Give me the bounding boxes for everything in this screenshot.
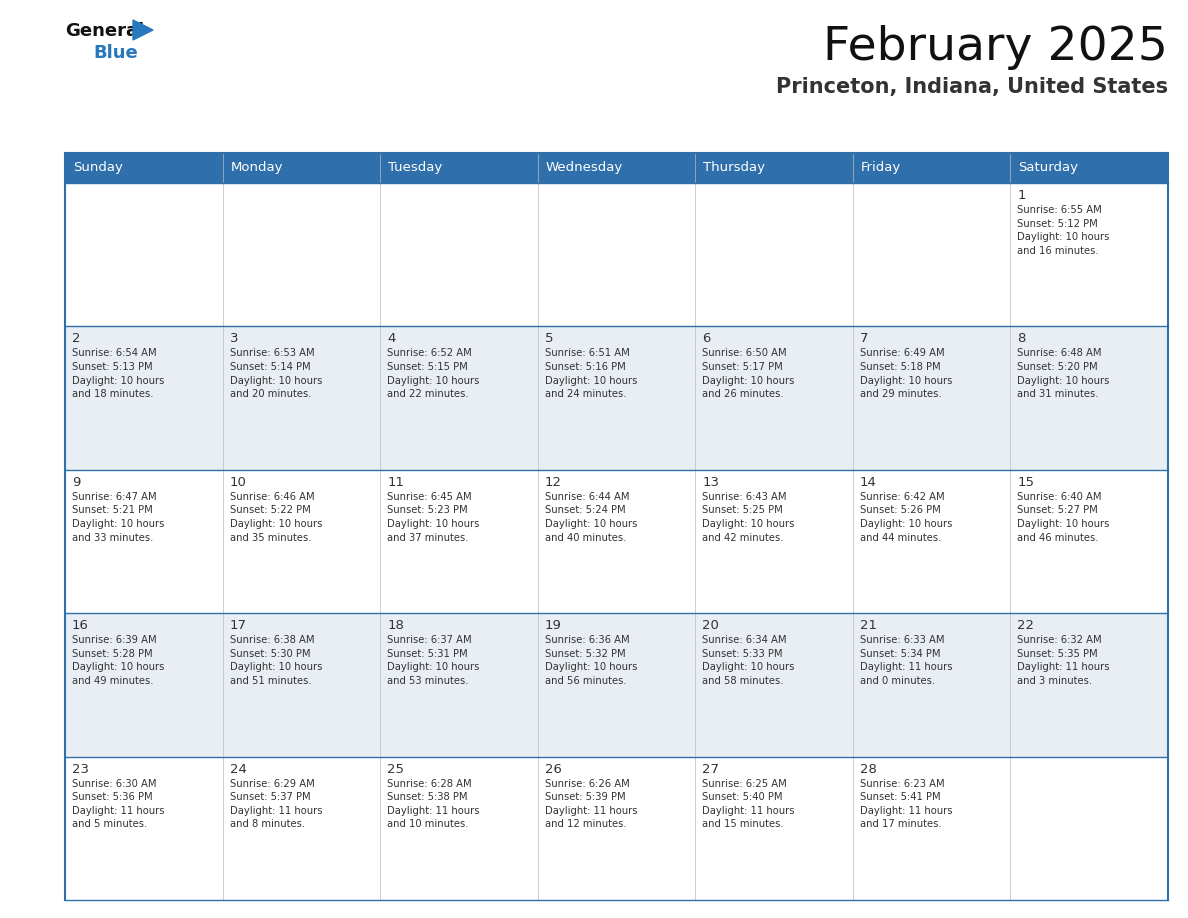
- Text: 1: 1: [1017, 189, 1026, 202]
- Text: 24: 24: [229, 763, 246, 776]
- Text: 6: 6: [702, 332, 710, 345]
- Text: 18: 18: [387, 620, 404, 633]
- Text: 11: 11: [387, 476, 404, 488]
- Text: Sunrise: 6:48 AM
Sunset: 5:20 PM
Daylight: 10 hours
and 31 minutes.: Sunrise: 6:48 AM Sunset: 5:20 PM Dayligh…: [1017, 349, 1110, 399]
- Text: Saturday: Saturday: [1018, 162, 1079, 174]
- Text: 27: 27: [702, 763, 719, 776]
- Bar: [65, 327, 1168, 470]
- Text: Sunrise: 6:46 AM
Sunset: 5:22 PM
Daylight: 10 hours
and 35 minutes.: Sunrise: 6:46 AM Sunset: 5:22 PM Dayligh…: [229, 492, 322, 543]
- Text: Sunrise: 6:44 AM
Sunset: 5:24 PM
Daylight: 10 hours
and 40 minutes.: Sunrise: 6:44 AM Sunset: 5:24 PM Dayligh…: [545, 492, 637, 543]
- Text: 13: 13: [702, 476, 719, 488]
- Text: 23: 23: [72, 763, 89, 776]
- Bar: [65, 756, 1168, 900]
- Text: 22: 22: [1017, 620, 1035, 633]
- Text: 5: 5: [545, 332, 554, 345]
- Bar: [65, 153, 1168, 183]
- Text: 3: 3: [229, 332, 238, 345]
- Text: Sunrise: 6:50 AM
Sunset: 5:17 PM
Daylight: 10 hours
and 26 minutes.: Sunrise: 6:50 AM Sunset: 5:17 PM Dayligh…: [702, 349, 795, 399]
- Text: Sunrise: 6:36 AM
Sunset: 5:32 PM
Daylight: 10 hours
and 56 minutes.: Sunrise: 6:36 AM Sunset: 5:32 PM Dayligh…: [545, 635, 637, 686]
- Text: Sunrise: 6:32 AM
Sunset: 5:35 PM
Daylight: 11 hours
and 3 minutes.: Sunrise: 6:32 AM Sunset: 5:35 PM Dayligh…: [1017, 635, 1110, 686]
- Text: Princeton, Indiana, United States: Princeton, Indiana, United States: [776, 77, 1168, 97]
- Text: 10: 10: [229, 476, 246, 488]
- Text: Sunrise: 6:33 AM
Sunset: 5:34 PM
Daylight: 11 hours
and 0 minutes.: Sunrise: 6:33 AM Sunset: 5:34 PM Dayligh…: [860, 635, 953, 686]
- Text: 21: 21: [860, 620, 877, 633]
- Text: 8: 8: [1017, 332, 1025, 345]
- Text: 15: 15: [1017, 476, 1035, 488]
- Text: 16: 16: [72, 620, 89, 633]
- Text: General: General: [65, 22, 144, 40]
- Text: Thursday: Thursday: [703, 162, 765, 174]
- Text: 14: 14: [860, 476, 877, 488]
- Text: Tuesday: Tuesday: [388, 162, 442, 174]
- Text: Sunrise: 6:49 AM
Sunset: 5:18 PM
Daylight: 10 hours
and 29 minutes.: Sunrise: 6:49 AM Sunset: 5:18 PM Dayligh…: [860, 349, 953, 399]
- Text: Sunrise: 6:37 AM
Sunset: 5:31 PM
Daylight: 10 hours
and 53 minutes.: Sunrise: 6:37 AM Sunset: 5:31 PM Dayligh…: [387, 635, 480, 686]
- Bar: [65, 183, 1168, 327]
- Text: Blue: Blue: [93, 44, 138, 62]
- Text: Sunrise: 6:25 AM
Sunset: 5:40 PM
Daylight: 11 hours
and 15 minutes.: Sunrise: 6:25 AM Sunset: 5:40 PM Dayligh…: [702, 778, 795, 829]
- Text: Sunrise: 6:52 AM
Sunset: 5:15 PM
Daylight: 10 hours
and 22 minutes.: Sunrise: 6:52 AM Sunset: 5:15 PM Dayligh…: [387, 349, 480, 399]
- Text: 9: 9: [72, 476, 81, 488]
- Text: Monday: Monday: [230, 162, 283, 174]
- Polygon shape: [133, 20, 153, 40]
- Text: 19: 19: [545, 620, 562, 633]
- Text: Sunrise: 6:26 AM
Sunset: 5:39 PM
Daylight: 11 hours
and 12 minutes.: Sunrise: 6:26 AM Sunset: 5:39 PM Dayligh…: [545, 778, 637, 829]
- Text: 25: 25: [387, 763, 404, 776]
- Text: Sunrise: 6:43 AM
Sunset: 5:25 PM
Daylight: 10 hours
and 42 minutes.: Sunrise: 6:43 AM Sunset: 5:25 PM Dayligh…: [702, 492, 795, 543]
- Text: Sunrise: 6:51 AM
Sunset: 5:16 PM
Daylight: 10 hours
and 24 minutes.: Sunrise: 6:51 AM Sunset: 5:16 PM Dayligh…: [545, 349, 637, 399]
- Text: Sunrise: 6:55 AM
Sunset: 5:12 PM
Daylight: 10 hours
and 16 minutes.: Sunrise: 6:55 AM Sunset: 5:12 PM Dayligh…: [1017, 205, 1110, 256]
- Text: Sunrise: 6:29 AM
Sunset: 5:37 PM
Daylight: 11 hours
and 8 minutes.: Sunrise: 6:29 AM Sunset: 5:37 PM Dayligh…: [229, 778, 322, 829]
- Text: 4: 4: [387, 332, 396, 345]
- Text: Sunrise: 6:39 AM
Sunset: 5:28 PM
Daylight: 10 hours
and 49 minutes.: Sunrise: 6:39 AM Sunset: 5:28 PM Dayligh…: [72, 635, 164, 686]
- Text: Friday: Friday: [861, 162, 902, 174]
- Text: Sunrise: 6:47 AM
Sunset: 5:21 PM
Daylight: 10 hours
and 33 minutes.: Sunrise: 6:47 AM Sunset: 5:21 PM Dayligh…: [72, 492, 164, 543]
- Text: 26: 26: [545, 763, 562, 776]
- Text: Sunrise: 6:42 AM
Sunset: 5:26 PM
Daylight: 10 hours
and 44 minutes.: Sunrise: 6:42 AM Sunset: 5:26 PM Dayligh…: [860, 492, 953, 543]
- Text: Sunrise: 6:54 AM
Sunset: 5:13 PM
Daylight: 10 hours
and 18 minutes.: Sunrise: 6:54 AM Sunset: 5:13 PM Dayligh…: [72, 349, 164, 399]
- Bar: [65, 470, 1168, 613]
- Text: Sunrise: 6:40 AM
Sunset: 5:27 PM
Daylight: 10 hours
and 46 minutes.: Sunrise: 6:40 AM Sunset: 5:27 PM Dayligh…: [1017, 492, 1110, 543]
- Text: 2: 2: [72, 332, 81, 345]
- Text: 28: 28: [860, 763, 877, 776]
- Text: Sunrise: 6:45 AM
Sunset: 5:23 PM
Daylight: 10 hours
and 37 minutes.: Sunrise: 6:45 AM Sunset: 5:23 PM Dayligh…: [387, 492, 480, 543]
- Text: 7: 7: [860, 332, 868, 345]
- Text: 20: 20: [702, 620, 719, 633]
- Text: Sunrise: 6:30 AM
Sunset: 5:36 PM
Daylight: 11 hours
and 5 minutes.: Sunrise: 6:30 AM Sunset: 5:36 PM Dayligh…: [72, 778, 164, 829]
- Text: Sunrise: 6:53 AM
Sunset: 5:14 PM
Daylight: 10 hours
and 20 minutes.: Sunrise: 6:53 AM Sunset: 5:14 PM Dayligh…: [229, 349, 322, 399]
- Text: Sunday: Sunday: [72, 162, 122, 174]
- Text: Sunrise: 6:23 AM
Sunset: 5:41 PM
Daylight: 11 hours
and 17 minutes.: Sunrise: 6:23 AM Sunset: 5:41 PM Dayligh…: [860, 778, 953, 829]
- Bar: [65, 613, 1168, 756]
- Text: Wednesday: Wednesday: [545, 162, 623, 174]
- Text: Sunrise: 6:34 AM
Sunset: 5:33 PM
Daylight: 10 hours
and 58 minutes.: Sunrise: 6:34 AM Sunset: 5:33 PM Dayligh…: [702, 635, 795, 686]
- Text: February 2025: February 2025: [823, 25, 1168, 70]
- Text: 12: 12: [545, 476, 562, 488]
- Text: Sunrise: 6:28 AM
Sunset: 5:38 PM
Daylight: 11 hours
and 10 minutes.: Sunrise: 6:28 AM Sunset: 5:38 PM Dayligh…: [387, 778, 480, 829]
- Text: 17: 17: [229, 620, 247, 633]
- Text: Sunrise: 6:38 AM
Sunset: 5:30 PM
Daylight: 10 hours
and 51 minutes.: Sunrise: 6:38 AM Sunset: 5:30 PM Dayligh…: [229, 635, 322, 686]
